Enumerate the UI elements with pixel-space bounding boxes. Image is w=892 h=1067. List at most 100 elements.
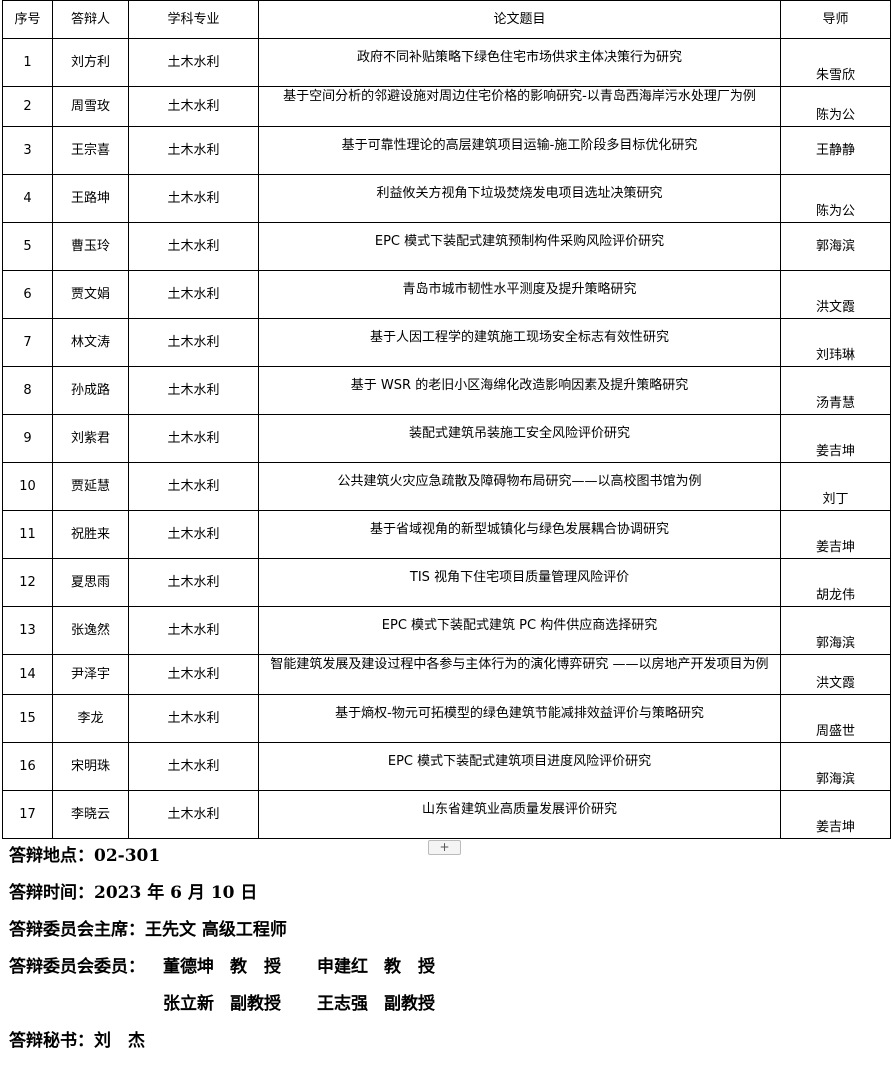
table-row: 10 贾延慧 土木水利 公共建筑火灾应急疏散及障碍物布局研究——以高校图书馆为例 刘丁 (2, 462, 891, 511)
row-index: 3 (2, 126, 53, 175)
advisor: 姜吉坤 (780, 790, 891, 839)
advisor: 陈为公 (780, 174, 891, 223)
row-index: 8 (2, 366, 53, 415)
major: 土木水利 (128, 414, 259, 463)
major: 土木水利 (128, 742, 259, 791)
header-major: 学科专业 (128, 0, 259, 39)
header-index: 序号 (2, 0, 53, 39)
major: 土木水利 (128, 174, 259, 223)
table-row: 8 孙成路 土木水利 基于 WSR 的老旧小区海绵化改造影响因素及提升策略研究 汤青慧 (2, 366, 891, 415)
table-row: 17 李晓云 土木水利 山东省建筑业高质量发展评价研究 姜吉坤 (2, 790, 891, 839)
thesis-title: 山东省建筑业高质量发展评价研究 (258, 790, 781, 839)
advisor: 刘丁 (780, 462, 891, 511)
member-title: 教 授 (384, 957, 435, 977)
major: 土木水利 (128, 462, 259, 511)
student-name: 贾文娟 (52, 270, 129, 319)
row-index: 11 (2, 510, 53, 559)
member-title: 教 授 (230, 957, 281, 977)
table-row: 15 李龙 土木水利 基于熵权-物元可拓模型的绿色建筑节能减排效益评价与策略研究 周盛世 (2, 694, 891, 743)
major: 土木水利 (128, 126, 259, 175)
thesis-title: 基于熵权-物元可拓模型的绿色建筑节能减排效益评价与策略研究 (258, 694, 781, 743)
row-index: 16 (2, 742, 53, 791)
thesis-title: 基于可靠性理论的高层建筑项目运输-施工阶段多目标优化研究 (258, 126, 781, 175)
major: 土木水利 (128, 318, 259, 367)
thesis-title: EPC 模式下装配式建筑预制构件采购风险评价研究 (258, 222, 781, 271)
defense-location: 答辩地点：02-301 (9, 846, 161, 866)
row-index: 7 (2, 318, 53, 367)
thesis-title: 基于省域视角的新型城镇化与绿色发展耦合协调研究 (258, 510, 781, 559)
student-name: 宋明珠 (52, 742, 129, 791)
advisor: 王静静 (780, 126, 891, 175)
thesis-title: 基于人因工程学的建筑施工现场安全标志有效性研究 (258, 318, 781, 367)
advisor: 郭海滨 (780, 742, 891, 791)
major: 土木水利 (128, 790, 259, 839)
member-name: 张立新 (163, 994, 214, 1014)
table-row: 3 王宗喜 土木水利 基于可靠性理论的高层建筑项目运输-施工阶段多目标优化研究 王静静 (2, 126, 891, 175)
student-name: 祝胜来 (52, 510, 129, 559)
table-row: 14 尹泽宇 土木水利 智能建筑发展及建设过程中各参与主体行为的演化博弈研究 ——以房… (2, 654, 891, 695)
table-row: 12 夏思雨 土木水利 TIS 视角下住宅项目质量管理风险评价 胡龙伟 (2, 558, 891, 607)
table-row: 7 林文涛 土木水利 基于人因工程学的建筑施工现场安全标志有效性研究 刘玮琳 (2, 318, 891, 367)
thesis-title: 装配式建筑吊装施工安全风险评价研究 (258, 414, 781, 463)
row-index: 10 (2, 462, 53, 511)
defense-info: 答辩地点：02-301 答辩时间：2023 年 6 月 10 日 答辩委员会主席… (0, 839, 892, 1052)
student-name: 周雪玫 (52, 86, 129, 127)
student-name: 张逸然 (52, 606, 129, 655)
major: 土木水利 (128, 86, 259, 127)
student-name: 王宗喜 (52, 126, 129, 175)
advisor: 洪文霞 (780, 654, 891, 695)
advisor: 胡龙伟 (780, 558, 891, 607)
major: 土木水利 (128, 366, 259, 415)
header-thesis-title: 论文题目 (258, 0, 781, 39)
defense-schedule-table: 序号 答辩人 学科专业 论文题目 导师 1 刘方利 土木水利 政府不同补贴策略下绿色住… (2, 0, 891, 839)
table-row: 11 祝胜来 土木水利 基于省域视角的新型城镇化与绿色发展耦合协调研究 姜吉坤 (2, 510, 891, 559)
row-index: 14 (2, 654, 53, 695)
table-row: 9 刘紫君 土木水利 装配式建筑吊装施工安全风险评价研究 姜吉坤 (2, 414, 891, 463)
thesis-title: 公共建筑火灾应急疏散及障碍物布局研究——以高校图书馆为例 (258, 462, 781, 511)
thesis-title: 利益攸关方视角下垃圾焚烧发电项目选址决策研究 (258, 174, 781, 223)
table-header-row: 序号 答辩人 学科专业 论文题目 导师 (2, 0, 891, 39)
row-index: 2 (2, 86, 53, 127)
student-name: 贾延慧 (52, 462, 129, 511)
advisor: 周盛世 (780, 694, 891, 743)
member-name: 董德坤 (163, 957, 214, 977)
row-index: 12 (2, 558, 53, 607)
major: 土木水利 (128, 654, 259, 695)
student-name: 孙成路 (52, 366, 129, 415)
committee-members-line-1: 答辩委员会委员： 董德坤教 授申建红教 授 (9, 956, 892, 978)
row-index: 9 (2, 414, 53, 463)
major: 土木水利 (128, 558, 259, 607)
thesis-title: 智能建筑发展及建设过程中各参与主体行为的演化博弈研究 ——以房地产开发项目为例 (258, 654, 781, 695)
table-row: 5 曹玉玲 土木水利 EPC 模式下装配式建筑预制构件采购风险评价研究 郭海滨 (2, 222, 891, 271)
member-name: 申建红 (317, 957, 368, 977)
row-index: 1 (2, 38, 53, 87)
row-index: 17 (2, 790, 53, 839)
student-name: 尹泽宇 (52, 654, 129, 695)
advisor: 汤青慧 (780, 366, 891, 415)
student-name: 林文涛 (52, 318, 129, 367)
student-name: 刘方利 (52, 38, 129, 87)
advisor: 陈为公 (780, 86, 891, 127)
thesis-title: EPC 模式下装配式建筑项目进度风险评价研究 (258, 742, 781, 791)
row-index: 6 (2, 270, 53, 319)
document-body: 序号 答辩人 学科专业 论文题目 导师 1 刘方利 土木水利 政府不同补贴策略下绿色住… (2, 0, 891, 855)
add-row-button[interactable]: + (428, 840, 461, 855)
thesis-title: TIS 视角下住宅项目质量管理风险评价 (258, 558, 781, 607)
committee-chair: 答辩委员会主席：王先文 高级工程师 (9, 920, 287, 940)
major: 土木水利 (128, 510, 259, 559)
header-student: 答辩人 (52, 0, 129, 39)
member-title: 副教授 (230, 994, 281, 1014)
committee-members-label: 答辩委员会委员： (9, 957, 145, 977)
major: 土木水利 (128, 222, 259, 271)
student-name: 曹玉玲 (52, 222, 129, 271)
student-name: 王路坤 (52, 174, 129, 223)
advisor: 姜吉坤 (780, 510, 891, 559)
header-advisor: 导师 (780, 0, 891, 39)
table-row: 13 张逸然 土木水利 EPC 模式下装配式建筑 PC 构件供应商选择研究 郭海滨 (2, 606, 891, 655)
member-title: 副教授 (384, 994, 435, 1014)
row-index: 13 (2, 606, 53, 655)
advisor: 郭海滨 (780, 606, 891, 655)
committee-members-line-2: 张立新 副教授 王志强 副教授 (9, 993, 892, 1015)
advisor: 郭海滨 (780, 222, 891, 271)
row-index: 15 (2, 694, 53, 743)
